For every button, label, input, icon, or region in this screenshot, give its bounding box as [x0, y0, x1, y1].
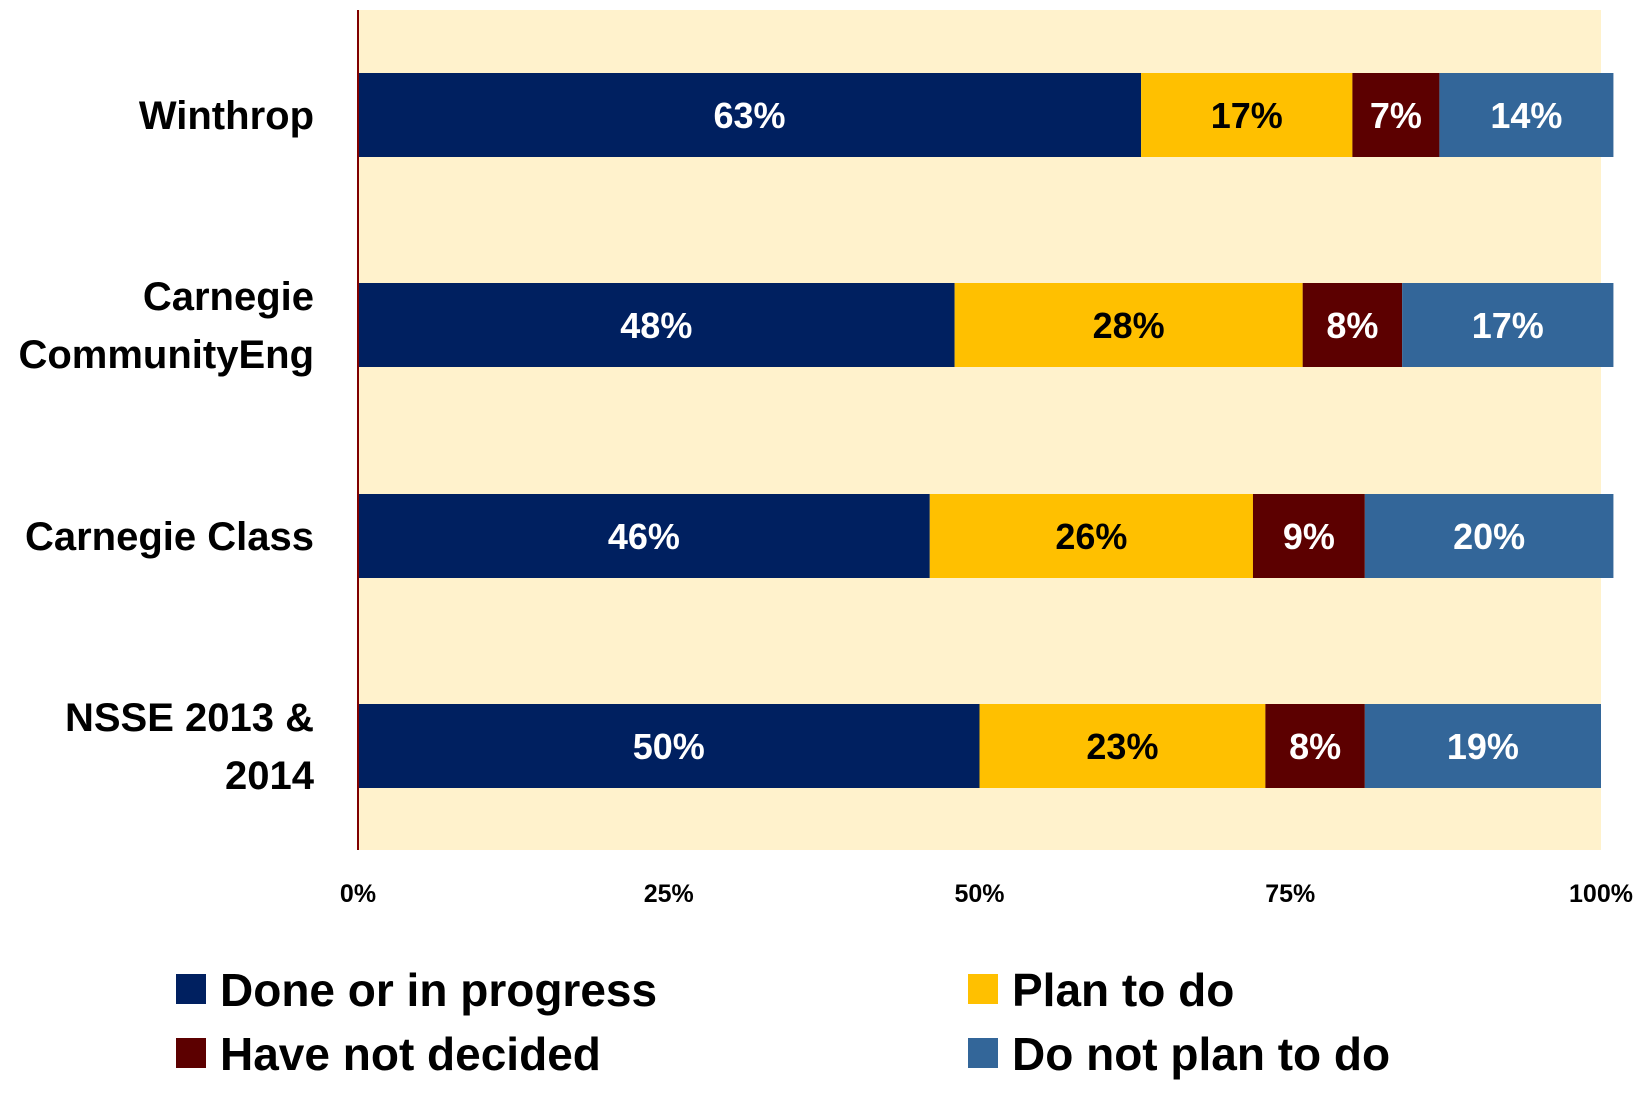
bar-segment	[1439, 73, 1614, 157]
data-label: 7%	[1370, 95, 1422, 136]
data-label: 46%	[608, 516, 680, 557]
x-tick-label: 0%	[340, 880, 376, 908]
data-label: 8%	[1326, 305, 1378, 346]
category-label: Winthrop	[139, 94, 314, 138]
x-tick-label: 100%	[1569, 880, 1633, 908]
data-label: 23%	[1086, 726, 1158, 767]
bar-segment	[1364, 494, 1614, 578]
legend-swatch	[176, 1038, 206, 1068]
bar-segment	[979, 704, 1266, 788]
data-label: 14%	[1490, 95, 1562, 136]
legend-label: Done or in progress	[220, 964, 657, 1016]
x-tick-label: 75%	[1265, 880, 1315, 908]
category-label: CommunityEng	[18, 333, 314, 377]
category-label: Carnegie	[143, 275, 314, 319]
bar-segment	[1141, 73, 1353, 157]
bar-segment	[358, 73, 1142, 157]
data-label: 8%	[1289, 726, 1341, 767]
bar-segment	[1364, 704, 1601, 788]
legend-label: Plan to do	[1012, 964, 1234, 1016]
bar-segment	[1352, 73, 1440, 157]
bar-segment	[954, 283, 1303, 367]
bar-segment	[1302, 283, 1403, 367]
data-label: 9%	[1283, 516, 1335, 557]
data-label: 17%	[1472, 305, 1544, 346]
bar-segment	[358, 704, 980, 788]
legend-swatch	[176, 974, 206, 1004]
bar-segment	[1402, 283, 1614, 367]
bar-segment	[1265, 704, 1365, 788]
x-tick-label: 25%	[644, 880, 694, 908]
data-label: 26%	[1055, 516, 1127, 557]
category-label: 2014	[225, 754, 315, 798]
legend-label: Do not plan to do	[1012, 1028, 1390, 1080]
legend-swatch	[968, 1038, 998, 1068]
data-label: 28%	[1093, 305, 1165, 346]
legend-swatch	[968, 974, 998, 1004]
bar-segment	[358, 494, 930, 578]
bar-segment	[358, 283, 955, 367]
bar-segment	[929, 494, 1253, 578]
data-label: 48%	[620, 305, 692, 346]
data-label: 17%	[1211, 95, 1283, 136]
data-label: 19%	[1447, 726, 1519, 767]
x-tick-label: 50%	[954, 880, 1004, 908]
bar-segment	[1252, 494, 1365, 578]
data-label: 20%	[1453, 516, 1525, 557]
data-label: 50%	[633, 726, 705, 767]
data-label: 63%	[714, 95, 786, 136]
category-label: NSSE 2013 &	[65, 696, 314, 740]
category-label: Carnegie Class	[25, 515, 314, 559]
legend-label: Have not decided	[220, 1028, 601, 1080]
